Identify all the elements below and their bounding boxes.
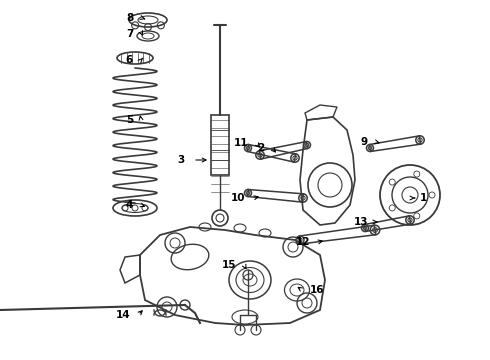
- Text: 2: 2: [257, 143, 264, 153]
- Text: 12: 12: [295, 237, 310, 247]
- Text: 14: 14: [115, 310, 130, 320]
- Text: 5: 5: [126, 115, 133, 125]
- Text: 10: 10: [230, 193, 245, 203]
- Text: 6: 6: [126, 55, 133, 65]
- Text: 15: 15: [221, 260, 236, 270]
- Text: 7: 7: [126, 29, 134, 39]
- Text: 11: 11: [234, 138, 248, 148]
- Text: 16: 16: [310, 285, 324, 295]
- Text: 8: 8: [127, 13, 134, 23]
- Text: 3: 3: [178, 155, 185, 165]
- Text: 1: 1: [420, 193, 427, 203]
- Text: 9: 9: [361, 137, 368, 147]
- Text: 13: 13: [353, 217, 368, 227]
- Text: 4: 4: [125, 200, 133, 210]
